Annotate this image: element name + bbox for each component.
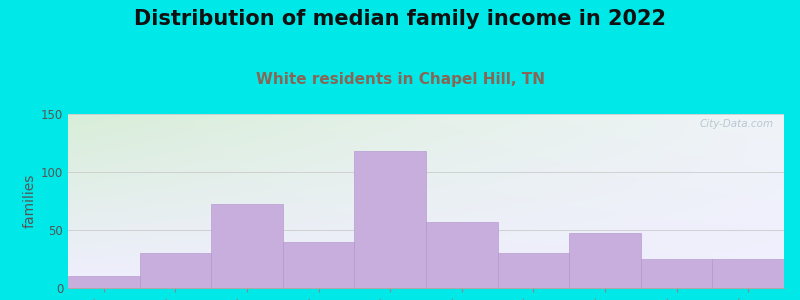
Bar — [354, 151, 426, 288]
Y-axis label: families: families — [22, 174, 37, 228]
Text: City-Data.com: City-Data.com — [699, 119, 774, 129]
Bar — [283, 242, 354, 288]
Bar — [713, 259, 784, 288]
Bar — [68, 276, 140, 288]
Bar — [211, 205, 283, 288]
Bar — [570, 233, 641, 288]
Bar — [140, 253, 211, 288]
Bar — [498, 253, 570, 288]
Text: Distribution of median family income in 2022: Distribution of median family income in … — [134, 9, 666, 29]
Bar — [426, 222, 498, 288]
Bar — [641, 259, 713, 288]
Text: White residents in Chapel Hill, TN: White residents in Chapel Hill, TN — [255, 72, 545, 87]
